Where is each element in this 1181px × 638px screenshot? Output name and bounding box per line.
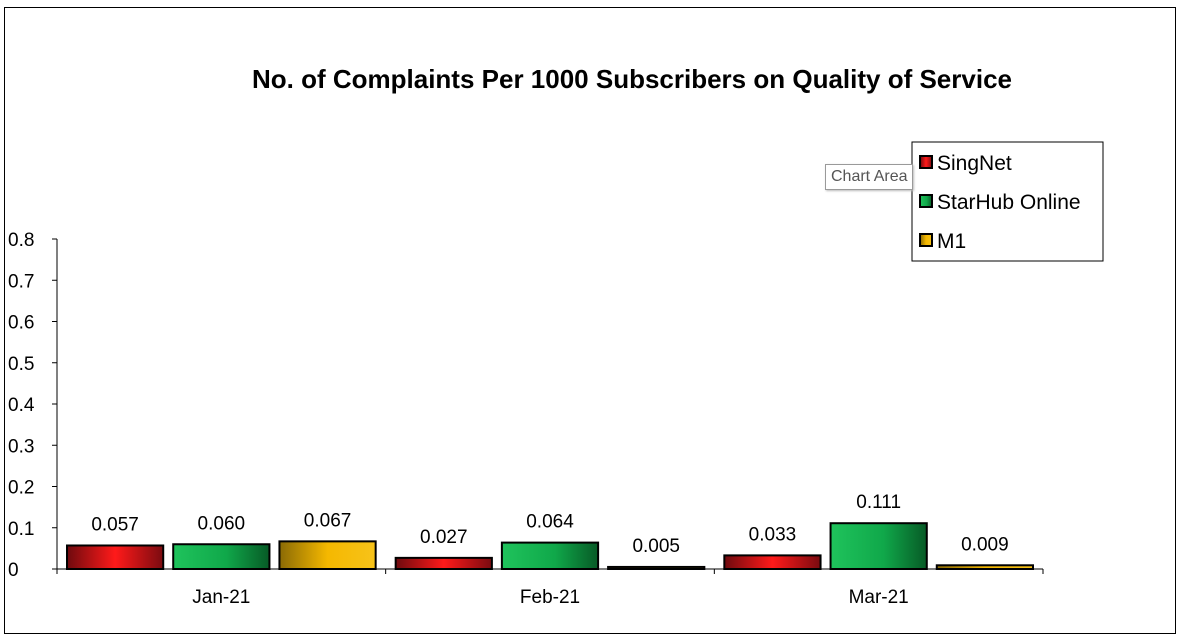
chart-area-tooltip: Chart Area [825,164,914,190]
y-tick-label: 0.4 [8,395,35,416]
y-tick-label: 0.2 [8,478,34,499]
legend-label-singnet: SingNet [937,152,1012,175]
bar-m1 [935,564,1034,570]
data-label: 0.060 [198,513,246,534]
bar-singnet [66,544,165,570]
legend-box [911,141,1104,262]
bar-starhub-online [500,541,600,570]
data-label: 0.067 [304,510,352,531]
y-tick-label: 0.7 [8,271,34,292]
legend-label-m1: M1 [937,230,966,253]
y-tick-label: 0.8 [8,230,34,251]
legend-swatch-starhub-online [919,194,933,208]
y-tick-label: 0 [8,560,19,581]
bar-starhub-online [829,522,928,571]
x-tick-label: Feb-21 [520,587,580,608]
bar-m1 [278,540,377,570]
legend-label-starhub-online: StarHub Online [937,191,1081,214]
y-tick-label: 0.1 [8,519,34,540]
x-tick-label: Jan-21 [192,587,250,608]
legend-swatch-m1 [919,233,933,247]
chart-area[interactable] [4,7,1176,634]
bar-starhub-online [172,543,271,570]
data-label: 0.057 [91,514,139,535]
chart-title: No. of Complaints Per 1000 Subscribers o… [252,64,1012,94]
bar-singnet [723,554,822,571]
legend-swatch-singnet [919,155,933,169]
data-label: 0.005 [632,536,680,557]
data-label: 0.027 [420,527,468,548]
x-tick-label: Mar-21 [849,587,909,608]
bar-singnet [394,556,493,570]
data-label: 0.111 [856,492,901,513]
legend[interactable]: SingNet StarHub Online M1 [911,141,1104,262]
y-tick-label: 0.5 [8,354,34,375]
y-tick-label: 0.3 [8,436,34,457]
y-tick-label: 0.6 [8,313,34,334]
data-label: 0.033 [749,524,797,545]
bar-m1 [607,565,706,570]
plot-area: 0 0.1 0.2 0.3 0.4 0.5 0.6 0.7 0.8 Jan-21 Feb-21 Mar… [8,230,1044,608]
data-label: 0.009 [961,534,1009,555]
data-label: 0.064 [526,512,574,533]
